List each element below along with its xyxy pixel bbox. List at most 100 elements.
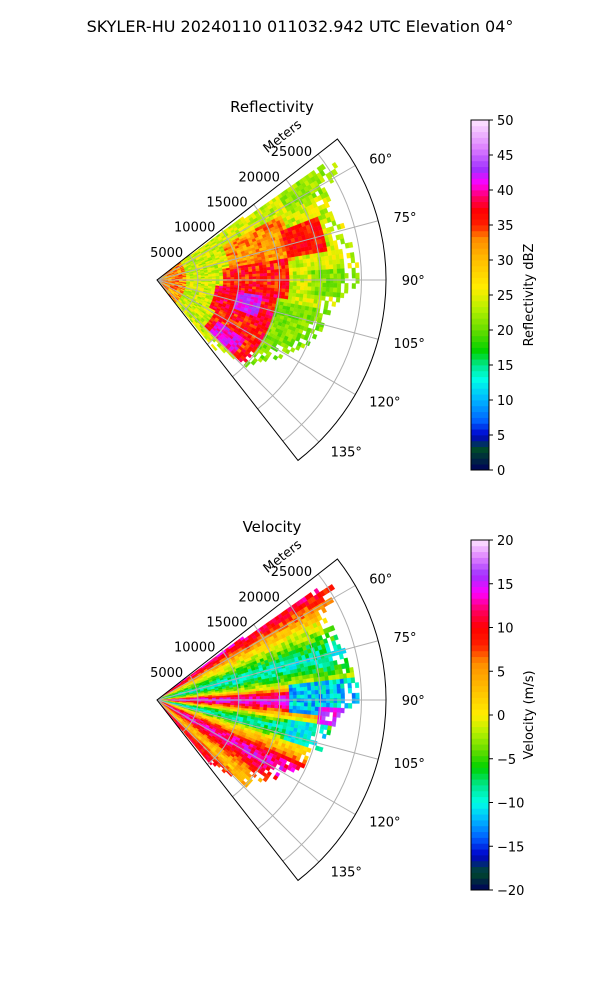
- reflectivity-cell: [304, 278, 309, 283]
- reflectivity-panel: Reflectivity Meters 5000 10000 15000 200…: [150, 98, 537, 479]
- velocity-cell: [313, 715, 319, 720]
- velocity-cell: [333, 707, 338, 713]
- velocity-cell: [252, 706, 257, 710]
- velocity-cell: [274, 695, 279, 700]
- reflectivity-cell: [248, 283, 253, 287]
- velocity-cell: [354, 682, 360, 689]
- reflectivity-cell: [324, 202, 330, 209]
- reflectivity-cell: [278, 272, 283, 276]
- velocity-cell: [296, 687, 301, 692]
- velocity-cell: [267, 701, 272, 706]
- velocity-cell: [311, 731, 316, 737]
- reflectivity-cell: [266, 290, 271, 295]
- velocity-cell: [333, 688, 338, 694]
- reflectivity-cell: [267, 272, 272, 277]
- velocity-cell: [292, 709, 297, 714]
- reflectivity-colorbar: [470, 119, 493, 471]
- velocity-cell: [267, 695, 272, 700]
- reflectivity-cell: [313, 295, 319, 300]
- reflectivity-colorbar-segment: [471, 236, 489, 243]
- reflectivity-cell: [337, 278, 342, 284]
- reflectivity-cell: [314, 282, 320, 288]
- reflectivity-cbar-tick-40: 40: [497, 184, 514, 199]
- reflectivity-cell: [241, 281, 246, 285]
- reflectivity-cell: [311, 333, 318, 340]
- velocity-cell: [304, 698, 309, 703]
- reflectivity-cell: [296, 282, 301, 287]
- reflectivity-cell: [292, 292, 297, 298]
- velocity-cell: [270, 686, 275, 691]
- reflectivity-cell: [335, 297, 341, 303]
- reflectivity-cell: [325, 291, 330, 297]
- velocity-cell: [248, 696, 253, 700]
- velocity-cell: [256, 696, 261, 700]
- velocity-cell: [321, 680, 326, 686]
- reflectivity-cell: [259, 276, 264, 280]
- reflectivity-cell: [303, 282, 309, 287]
- reflectivity-cell: [306, 258, 311, 264]
- reflectivity-cell: [333, 287, 338, 293]
- velocity-cell: [300, 706, 305, 711]
- velocity-cell: [296, 694, 301, 699]
- reflectivity-cell: [252, 284, 257, 288]
- velocity-cell: [274, 704, 279, 709]
- velocity-cell: [346, 677, 352, 684]
- velocity-cell: [329, 707, 334, 713]
- velocity-cell: [274, 701, 279, 706]
- velocity-cell: [322, 707, 327, 712]
- reflectivity-colorbar-segment: [471, 330, 489, 337]
- reflectivity-cell: [288, 264, 293, 269]
- velocity-cell: [307, 698, 312, 703]
- reflectivity-cell: [259, 287, 264, 291]
- reflectivity-cell: [263, 273, 268, 277]
- velocity-cell: [300, 698, 305, 703]
- reflectivity-cell: [311, 286, 316, 292]
- reflectivity-cell: [348, 241, 354, 248]
- velocity-cell: [270, 698, 275, 703]
- velocity-cell: [289, 695, 294, 699]
- velocity-cell: [230, 695, 235, 698]
- velocity-cell: [296, 698, 301, 703]
- velocity-cell: [244, 691, 249, 695]
- velocity-cell: [309, 677, 315, 683]
- velocity-cell: [255, 688, 260, 692]
- velocity-cell: [310, 686, 316, 691]
- reflectivity-colorbar-segment: [471, 440, 489, 448]
- velocity-cell: [296, 709, 301, 714]
- velocity-cell: [255, 704, 261, 708]
- reflectivity-cell: [296, 267, 301, 272]
- reflectivity-cell: [281, 265, 286, 270]
- velocity-cell: [340, 707, 345, 714]
- reflectivity-colorbar-segment: [471, 295, 489, 302]
- reflectivity-cell: [289, 278, 294, 283]
- reflectivity-cell: [280, 295, 286, 300]
- reflectivity-cell: [338, 248, 344, 255]
- reflectivity-cell: [331, 220, 337, 227]
- velocity-cell: [313, 677, 319, 683]
- reflectivity-cell: [270, 287, 275, 292]
- reflectivity-cell: [270, 269, 275, 274]
- velocity-cell: [259, 693, 264, 697]
- reflectivity-cell: [339, 258, 345, 265]
- reflectivity-cell: [325, 260, 330, 266]
- reflectivity-colorbar-segment: [471, 213, 489, 220]
- velocity-cell: [296, 702, 301, 707]
- reflectivity-cell: [285, 268, 290, 273]
- velocity-cell: [303, 694, 309, 699]
- velocity-cell: [307, 706, 312, 711]
- velocity-cell: [333, 698, 338, 704]
- reflectivity-cell: [331, 301, 337, 307]
- reflectivity-cell: [274, 269, 279, 273]
- velocity-cell: [266, 707, 271, 712]
- velocity-cell: [319, 728, 324, 734]
- reflectivity-cell: [284, 292, 290, 297]
- reflectivity-cell: [307, 286, 312, 291]
- reflectivity-cell: [355, 272, 360, 279]
- reflectivity-colorbar-segment: [471, 277, 489, 284]
- velocity-cell: [291, 680, 297, 685]
- reflectivity-colorbar-segment: [471, 341, 489, 348]
- velocity-cell: [266, 689, 272, 694]
- velocity-cell: [215, 700, 220, 703]
- reflectivity-colorbar-segment: [471, 370, 489, 378]
- velocity-cell: [284, 712, 290, 717]
